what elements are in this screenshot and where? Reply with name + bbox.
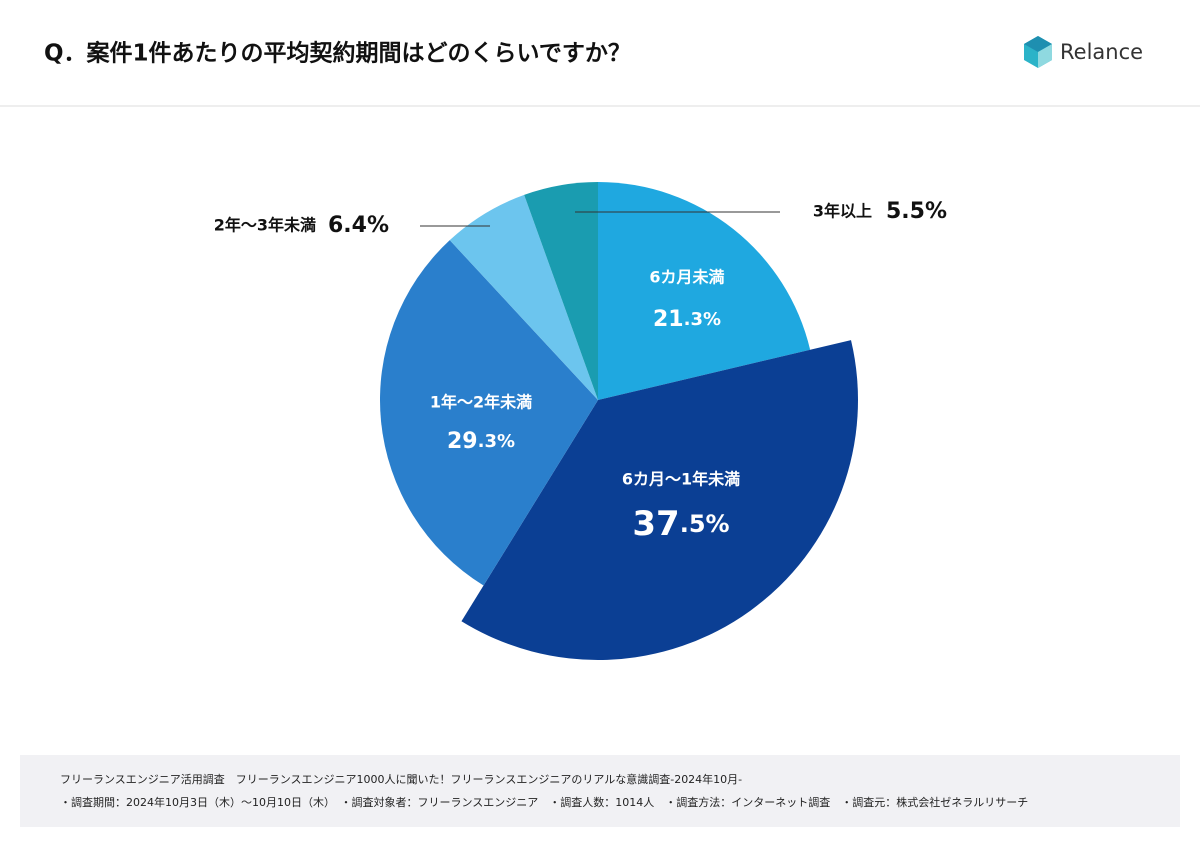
slice-category: 2年〜3年未満 [214,216,316,235]
pie: 6カ月未満21.3%6カ月〜1年未満37.5%1年〜2年未満29.3%2年〜3年… [214,182,947,660]
value-dec: .3% [478,431,515,452]
value-label: 37.5% [632,504,729,544]
pie-slice [461,340,859,660]
pie-slice [449,194,598,400]
title: Q．案件1件あたりの平均契約期間はどのくらいですか？ [44,40,631,67]
value-int: 29 [447,429,478,454]
value-label: 5.5% [886,199,947,224]
value-dec: .5% [680,510,730,538]
slice-category: 6カ月〜1年未満 [622,470,740,489]
pie-slice [598,182,811,400]
footer-box [20,755,1180,827]
slice-category: 3年以上 [813,202,872,221]
value-label: 6.4% [328,213,389,238]
logo-icon [1024,36,1052,68]
value-int: 37 [632,504,679,544]
value-label: 29.3% [447,429,515,454]
value-int: 21 [653,307,684,332]
footer-line: フリーランスエンジニア活用調査 フリーランスエンジニア1000人に聞いた！フリー… [60,772,742,786]
slice-category: 6カ月未満 [649,268,724,287]
value-dec: .3% [684,309,721,330]
slice-category: 1年〜2年未満 [430,393,532,412]
pie-slice [380,240,598,586]
pie-slice [524,182,598,400]
value-label: 21.3% [653,307,721,332]
footer-line: ・調査期間：2024年10月3日（木）〜10月10日（木） ・調査対象者：フリー… [60,795,1028,809]
logo-text: Relance [1060,40,1143,64]
